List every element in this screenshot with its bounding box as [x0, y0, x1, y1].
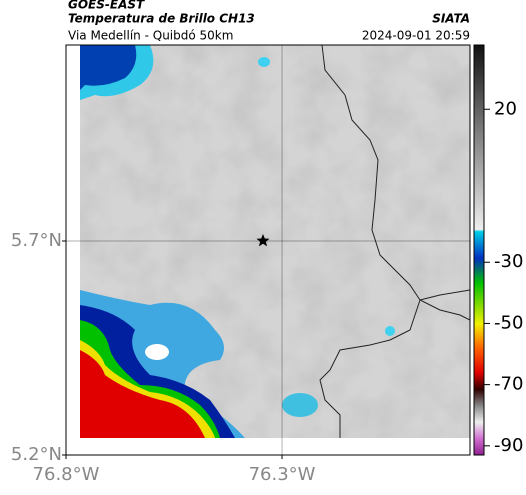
- x-tick-label: 76.3°W: [249, 464, 316, 485]
- y-tick-label: 5.7°N: [11, 230, 62, 251]
- colorbar: [473, 44, 485, 456]
- colorbar-tick-label: -30: [494, 251, 523, 272]
- colorbar-tick-label: -90: [494, 435, 523, 456]
- colorbar-tick-label: 20: [494, 98, 517, 119]
- colorbar-tick-label: -50: [494, 312, 523, 333]
- cloud-blue: [80, 45, 137, 90]
- cloud-cyan: [385, 326, 395, 336]
- map-frame: [65, 44, 471, 456]
- datetime: 2024-09-01 20:59: [362, 29, 470, 43]
- source: SIATA: [432, 12, 470, 26]
- boundary-line: [319, 45, 470, 438]
- cloud-cyan: [282, 393, 318, 417]
- location: Via Medellín - Quibdó 50km: [68, 29, 233, 43]
- x-tick-label: 76.8°W: [33, 464, 100, 485]
- location-marker: [256, 234, 270, 247]
- cloud-cyan: [258, 57, 270, 67]
- subtitle: Temperatura de Brillo CH13: [68, 12, 255, 26]
- satellite-image: [80, 45, 470, 438]
- colorbar-tick-label: -70: [494, 374, 523, 395]
- title: GOES-EAST: [68, 0, 145, 12]
- clear-spot: [145, 344, 169, 360]
- y-tick-label: 5.2°N: [11, 444, 62, 465]
- cloud-red: [80, 350, 205, 438]
